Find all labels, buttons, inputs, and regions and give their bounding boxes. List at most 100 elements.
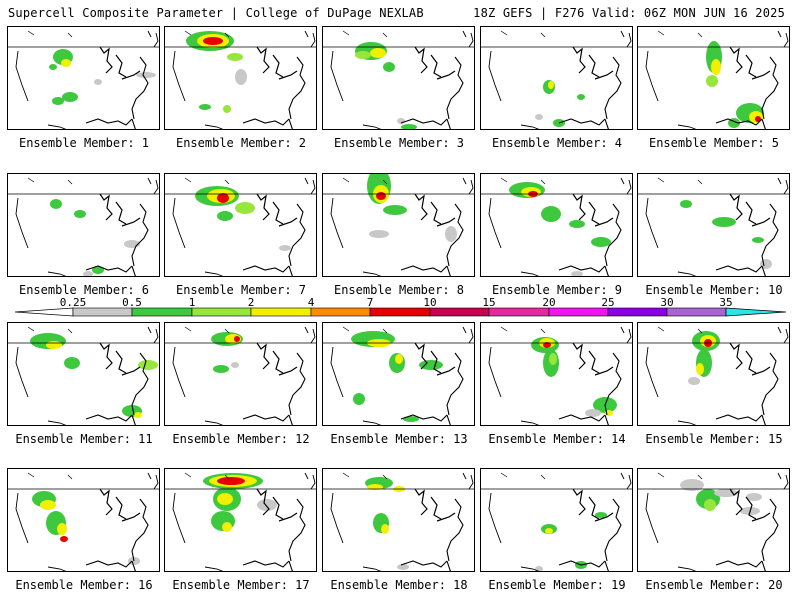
map-boundary-line (697, 32, 703, 38)
map-boundary-line (468, 32, 474, 48)
scp-contour-area (136, 72, 156, 78)
map-boundary-line (115, 54, 127, 78)
map-boundary-line (147, 177, 152, 185)
map-boundary-line (224, 32, 230, 38)
map-boundary-line (572, 46, 586, 74)
map-boundary-line (85, 118, 133, 126)
legend-tick-label: 20 (542, 296, 555, 309)
legend-tick-label: 7 (367, 296, 374, 309)
map-boundary-line (172, 492, 186, 544)
scp-contour-area (74, 210, 86, 218)
map-boundary-line (153, 32, 159, 48)
us-basemap (638, 177, 789, 276)
map-boundary-line (115, 201, 127, 225)
map-boundary-line (131, 352, 149, 416)
us-basemap (481, 472, 632, 571)
map-boundary-line (85, 265, 133, 273)
map-boundary-line (777, 30, 782, 38)
map-boundary-line (620, 472, 625, 480)
map-boundary-line (626, 179, 632, 195)
map-boundary-line (242, 560, 290, 568)
map-boundary-line (27, 326, 35, 332)
ensemble-map-panel (7, 468, 160, 572)
ensemble-map-panel (7, 173, 160, 277)
map-boundary-line (272, 350, 284, 374)
scp-contour-area (535, 114, 543, 120)
map-boundary-line (588, 201, 600, 225)
scp-contour-area (62, 92, 78, 102)
scp-contour-area (353, 393, 365, 405)
ensemble-member-label: Ensemble Member: 12 (172, 432, 310, 446)
ensemble-member-label: Ensemble Member: 17 (172, 578, 310, 592)
map-boundary-line (729, 488, 743, 516)
ensemble-member-label: Ensemble Member: 2 (175, 136, 307, 150)
ensemble-map-panel (322, 468, 475, 572)
map-boundary-line (783, 474, 789, 490)
scp-contour-area (712, 217, 736, 227)
map-boundary-line (278, 217, 298, 227)
map-boundary-line (184, 177, 192, 183)
map-boundary-line (500, 30, 508, 36)
map-boundary-line (520, 420, 540, 425)
us-basemap (323, 326, 474, 425)
map-boundary-line (520, 566, 540, 571)
map-boundary-line (99, 342, 113, 370)
scp-contour-area (591, 237, 611, 247)
map-boundary-line (204, 420, 224, 425)
scp-contour-area (746, 493, 762, 501)
map-boundary-line (620, 177, 625, 185)
map-boundary-line (414, 46, 428, 74)
map-boundary-line (604, 118, 609, 129)
scp-contour-area (50, 199, 62, 209)
map-boundary-line (15, 346, 29, 398)
legend-tick-label: 4 (308, 296, 315, 309)
scp-contour-area (61, 59, 71, 67)
legend-color-segment (250, 307, 312, 317)
map-boundary-line (224, 179, 230, 185)
map-boundary-line (777, 326, 782, 334)
us-basemap (165, 326, 316, 425)
map-boundary-line (468, 328, 474, 344)
map-boundary-line (362, 271, 382, 276)
map-boundary-line (27, 30, 35, 36)
map-boundary-line (382, 32, 388, 38)
map-boundary-line (310, 474, 316, 490)
ensemble-member-label: Ensemble Member: 13 (330, 432, 468, 446)
map-boundary-line (500, 326, 508, 332)
map-boundary-line (400, 560, 448, 568)
legend-tick-label: 10 (423, 296, 436, 309)
map-boundary-line (468, 179, 474, 195)
map-boundary-line (594, 217, 614, 227)
map-boundary-line (304, 326, 309, 334)
map-boundary-line (751, 366, 771, 376)
map-boundary-line (304, 30, 309, 38)
legend-color-segment (429, 307, 490, 317)
legend-tick-label: 0.25 (60, 296, 87, 309)
map-boundary-line (99, 488, 113, 516)
us-basemap (8, 30, 159, 129)
chart-title: Supercell Composite Parameter | College … (8, 6, 424, 20)
scp-contour-area (227, 53, 243, 61)
map-boundary-line (645, 346, 659, 398)
ensemble-map-panel (480, 173, 633, 277)
map-boundary-line (342, 472, 350, 478)
map-boundary-line (67, 328, 73, 334)
scp-contour-area (217, 193, 229, 203)
ensemble-member-label: Ensemble Member: 18 (330, 578, 468, 592)
map-boundary-line (626, 32, 632, 48)
map-boundary-line (520, 124, 540, 129)
scp-contour-area (383, 205, 407, 215)
map-boundary-line (131, 498, 149, 562)
ensemble-member-label: Ensemble Member: 11 (15, 432, 153, 446)
map-boundary-line (715, 265, 763, 273)
map-boundary-line (697, 179, 703, 185)
map-boundary-line (288, 352, 306, 416)
map-boundary-line (468, 474, 474, 490)
map-boundary-line (342, 177, 350, 183)
scp-contour-area (541, 206, 561, 222)
map-boundary-line (761, 498, 779, 562)
map-boundary-line (288, 203, 306, 267)
scp-contour-area (83, 271, 93, 276)
scp-contour-area (395, 354, 403, 364)
map-boundary-line (310, 32, 316, 48)
